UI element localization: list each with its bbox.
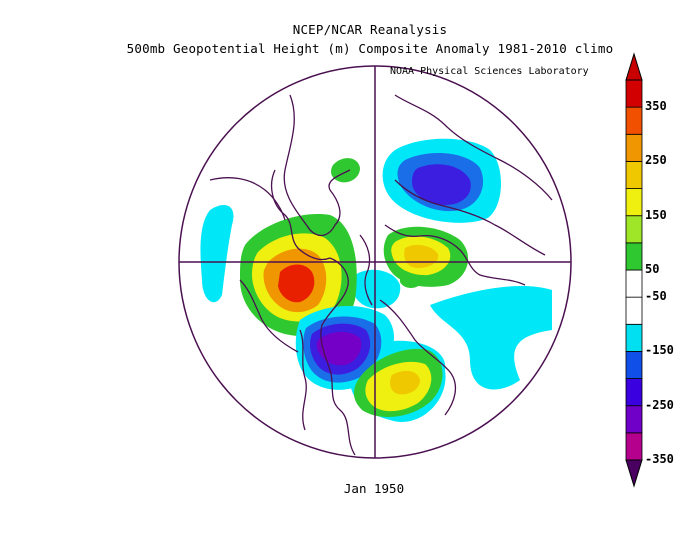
colorbar-label: 250 <box>645 153 667 168</box>
colorbar-label: 150 <box>645 207 667 222</box>
colorbar-cell <box>625 242 643 271</box>
negative-anomaly-indigo-north <box>412 164 471 205</box>
colorbar-label: 50 <box>645 262 660 276</box>
negative-anomaly-cyan-east <box>430 285 552 390</box>
colorbar-label: -350 <box>645 452 674 466</box>
colorbar-cell <box>625 79 643 108</box>
colorbar-cell <box>625 296 643 325</box>
colorbar-label: 350 <box>645 99 667 114</box>
colorbar-under-arrow <box>625 459 643 488</box>
date-label: Jan 1950 <box>343 481 405 496</box>
colorbar-cell <box>625 161 643 189</box>
title-line-1: NCEP/NCAR Reanalysis <box>292 22 448 37</box>
positive-anomaly-orange-south <box>390 370 420 395</box>
credit-text: NOAA Physical Sciences Laboratory <box>390 66 589 77</box>
colorbar-cell <box>625 432 643 461</box>
colorbar-cell <box>625 323 643 352</box>
colorbar-cell <box>625 351 643 379</box>
colorbar-cell <box>625 405 643 434</box>
colorbar-label: -150 <box>645 343 674 358</box>
negative-anomaly-cyan-center <box>352 269 401 309</box>
colorbar-cell <box>625 378 643 407</box>
coastlines <box>209 94 553 456</box>
negative-anomaly-purple-trough <box>316 331 362 366</box>
colorbar-cell <box>625 215 643 244</box>
colorbar-cell <box>625 106 643 135</box>
colorbar-cells <box>625 79 643 461</box>
title-line-2: 500mb Geopotential Height (m) Composite … <box>126 41 614 56</box>
positive-anomaly-red-west <box>278 264 315 303</box>
colorbar-cell <box>625 133 643 162</box>
negative-anomaly-cyan-west <box>200 205 234 303</box>
colorbar-cell <box>625 269 643 298</box>
colorbar-cell <box>625 188 643 217</box>
anomaly-field <box>200 138 552 422</box>
colorbar-label: -50 <box>645 289 667 304</box>
colorbar-label: -250 <box>645 397 674 412</box>
colorbar-over-arrow <box>625 52 643 81</box>
